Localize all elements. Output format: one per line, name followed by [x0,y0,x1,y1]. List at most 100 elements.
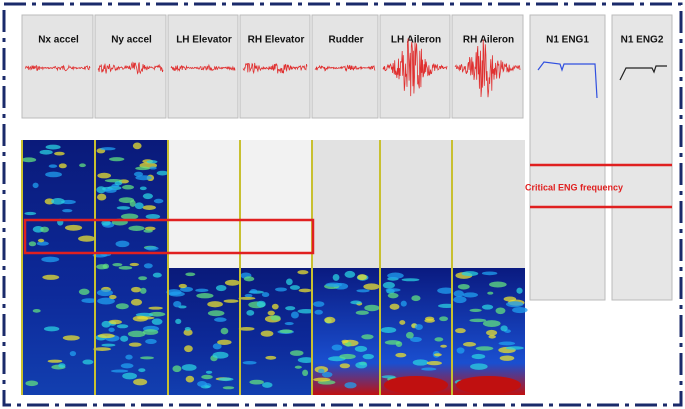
spectral-blob [65,225,82,231]
spectral-blob [506,301,523,307]
spectral-blob [261,331,274,337]
spectral-blob [498,342,515,346]
spectral-blob [313,301,324,307]
spectral-blob [185,273,195,277]
spectral-blob [470,309,482,312]
spectral-blob [322,372,332,378]
spectral-blob [58,363,65,368]
spectral-blob [279,329,292,333]
spectral-blob [249,380,263,385]
spectral-blob [185,327,191,331]
spectral-blob [119,266,133,270]
spectrogram-row [21,140,527,395]
spectral-blob [29,241,36,246]
spectral-blob [217,340,231,345]
spectral-blob [25,381,38,387]
spectral-blob [290,285,300,290]
spectral-blob [506,346,524,350]
spectral-blob [79,163,86,167]
spectral-blob [33,183,39,188]
spectral-blob [184,345,193,352]
spectral-blob [133,379,147,386]
spectral-blob [78,236,95,242]
spectral-blob [112,263,122,266]
spectral-blob [62,209,72,212]
spectral-blob [299,289,312,293]
panel-title: RH Elevator [248,35,305,46]
spectral-blob [40,150,53,155]
spectral-blob [386,288,401,292]
spectral-blob [148,307,162,310]
spectral-blob [97,289,113,296]
spectral-blob [399,320,405,325]
annotation: Critical ENG frequency [525,182,623,192]
spectral-blob [463,342,476,347]
spectral-blob [82,360,93,365]
spectral-blob [496,307,506,314]
spectral-blob [487,292,493,295]
spectral-blob [390,304,400,310]
spectral-blob [395,353,406,358]
spectral-blob [197,381,207,387]
spectral-blob [469,319,486,323]
spectral-blob [121,214,138,220]
spectral-blob [63,335,80,340]
spectral-blob [138,276,147,280]
spectral-blob [339,354,355,359]
spectrogram-empty [312,140,380,268]
spectral-blob [169,291,185,296]
spectral-blob [516,288,522,294]
spectral-blob [421,368,436,371]
spectral-blob [108,328,114,332]
spectral-blob [173,301,181,307]
spectral-blob [125,355,132,360]
spectral-blob [207,301,223,307]
spectral-blob [140,288,147,294]
spectral-blob [149,166,157,169]
spectral-blob [476,346,494,350]
spectrogram-empty [240,140,312,268]
spectral-blob [79,289,90,295]
spectral-blob [355,346,367,352]
spectral-blob [458,284,470,289]
spectral-blob [500,325,507,331]
spectral-blob [225,280,240,286]
spectral-blob [486,330,497,336]
spectral-blob [116,241,130,247]
engine-row: N1 ENG1N1 ENG2 [530,15,672,300]
panel-title: Nx accel [38,35,79,46]
spectral-blob [38,239,44,243]
spectral-blob [147,160,158,163]
spectral-blob [179,284,187,288]
spectral-blob [152,318,163,324]
spectral-blob [381,327,397,333]
spectral-blob [135,175,151,180]
spectral-blob [133,142,142,149]
spectral-blob [98,334,115,339]
spectral-blob [100,147,115,150]
spectral-blob [406,332,414,339]
spectral-blob [145,246,158,250]
spectral-blob [302,370,308,376]
spectral-blob [504,296,517,301]
spectral-blob [427,361,442,365]
spectral-blob [45,172,62,178]
spectral-blob [154,199,164,204]
spectral-blob [454,290,464,297]
spectral-blob [340,363,350,368]
spectral-blob [262,292,269,297]
engine-panel [612,15,672,300]
spectral-blob [457,347,465,353]
spectral-blob [44,326,59,331]
spectrogram-empty [452,140,525,268]
spectral-blob [140,187,147,191]
spectral-blob [121,363,134,368]
spectral-blob [21,157,36,162]
spectral-blob [129,343,142,347]
spectral-blob [453,296,466,303]
spectral-blob [285,306,295,310]
spectral-blob [295,366,302,369]
spectral-peak [384,376,448,394]
spectral-blob [344,271,355,278]
spectral-blob [105,188,117,193]
